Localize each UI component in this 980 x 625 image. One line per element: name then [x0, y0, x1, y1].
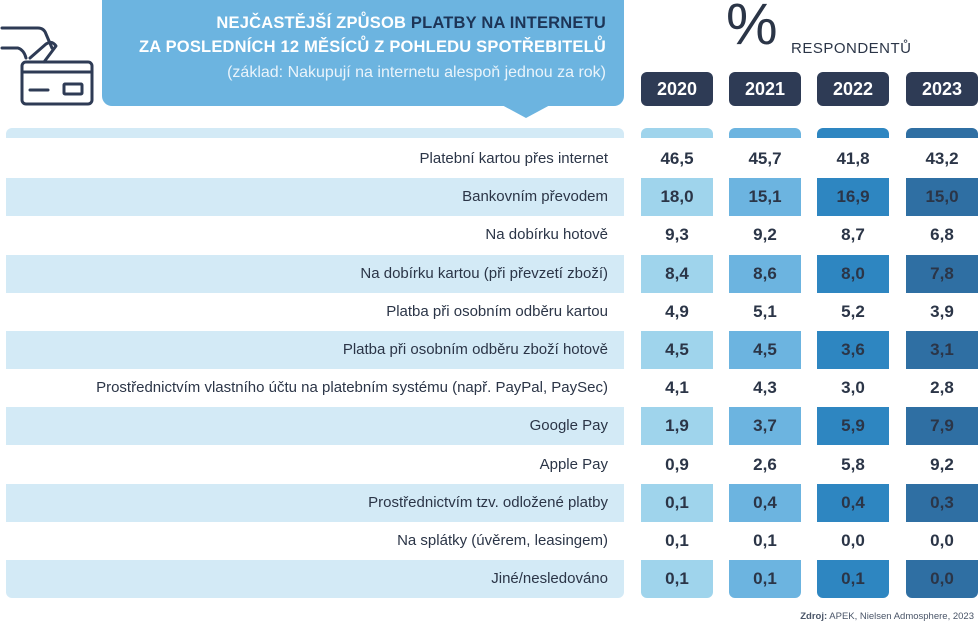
credit-card-hand-icon — [0, 14, 100, 114]
cell-2023: 9,2 — [930, 454, 954, 474]
row-label: Na dobírku kartou (při převzetí zboží) — [360, 264, 608, 282]
cell-2020: 4,5 — [641, 331, 713, 369]
table-row: Na splátky (úvěrem, leasingem) 0,1 0,1 0,0 0… — [6, 522, 980, 560]
table-row: Apple Pay 0,9 2,6 5,8 9,2 — [6, 446, 980, 484]
cell-2021: 3,7 — [729, 407, 801, 446]
percent-symbol: % — [726, 0, 778, 57]
cell-2020: 0,1 — [665, 531, 689, 550]
title-line-2: ZA POSLEDNÍCH 12 MĚSÍCŮ Z POHLEDU SPOTŘE… — [139, 38, 606, 56]
row-label: Prostřednictvím tzv. odložené platby — [368, 493, 608, 511]
table-row: Prostřednictvím tzv. odložené platby 0,1 0… — [6, 483, 980, 522]
cell-2023: 15,0 — [906, 178, 978, 217]
table-row: Na dobírku hotově 9,3 9,2 8,7 6,8 — [6, 216, 980, 254]
year-header-2021: 2021 — [729, 72, 801, 106]
cell-2020: 9,3 — [665, 225, 689, 245]
cell-2020: 18,0 — [641, 178, 713, 217]
cell-2021: 5,1 — [753, 301, 777, 321]
row-label: Na splátky (úvěrem, leasingem) — [397, 532, 608, 549]
cell-2021: 8,6 — [729, 254, 801, 293]
row-label: Na dobírku hotově — [485, 226, 608, 244]
column-header-band-2020 — [641, 128, 713, 138]
row-band — [6, 483, 624, 522]
row-band — [6, 560, 624, 599]
row-label: Platební kartou přes internet — [419, 150, 608, 167]
cell-2022: 5,9 — [817, 407, 889, 446]
cell-2022: 3,6 — [817, 331, 889, 369]
cell-2021: 4,3 — [753, 378, 777, 398]
source-note: Zdroj: APEK, Nielsen Admosphere, 2023 — [800, 611, 974, 622]
cell-2022: 5,8 — [841, 454, 865, 474]
title-line-1: NEJČASTĚJŠÍ ZPŮSOB PLATBY NA INTERNETU — [216, 14, 606, 32]
row-label: Google Pay — [529, 417, 608, 435]
cell-2022: 41,8 — [836, 149, 870, 168]
cell-2022: 8,0 — [817, 254, 889, 293]
table-row: Bankovním převodem 18,0 15,1 16,9 15,0 — [6, 178, 980, 217]
row-label: Apple Pay — [539, 455, 608, 473]
table-row: Platba při osobním odběru kartou 4,9 5,1 5,… — [6, 293, 980, 331]
cell-2023: 0,0 — [906, 560, 978, 599]
cell-2021: 9,2 — [753, 225, 777, 245]
cell-2022: 0,4 — [817, 483, 889, 522]
title-subtitle: (základ: Nakupují na internetu alespoň j… — [227, 64, 606, 81]
cell-2023: 7,9 — [906, 407, 978, 446]
row-label: Prostřednictvím vlastního účtu na plateb… — [96, 379, 608, 397]
cell-2021: 0,1 — [753, 531, 777, 550]
column-header-band-2022 — [817, 128, 889, 138]
row-band — [6, 254, 624, 293]
cell-2022: 16,9 — [817, 178, 889, 217]
cell-2023: 6,8 — [930, 225, 954, 245]
cell-2023: 7,8 — [906, 254, 978, 293]
cell-2023: 3,1 — [906, 331, 978, 369]
cell-2021: 15,1 — [729, 178, 801, 217]
row-band — [6, 407, 624, 446]
table-row: Na dobírku kartou (při převzetí zboží) 8,… — [6, 254, 980, 293]
cell-2020: 46,5 — [660, 149, 694, 168]
year-header-2023: 2023 — [906, 72, 978, 106]
cell-2021: 0,1 — [729, 560, 801, 599]
cell-2020: 4,9 — [665, 301, 689, 321]
year-header-2022: 2022 — [817, 72, 889, 106]
cell-2023: 3,9 — [930, 301, 954, 321]
table-row: Jiné/nesledováno 0,1 0,1 0,1 0,0 — [6, 560, 980, 599]
cell-2023: 0,0 — [930, 531, 954, 550]
cell-2022: 0,1 — [817, 560, 889, 599]
cell-2020: 0,1 — [641, 560, 713, 599]
row-label: Jiné/nesledováno — [491, 570, 608, 588]
table-row: Prostřednictvím vlastního účtu na plateb… — [6, 369, 980, 407]
title-pointer — [500, 104, 552, 118]
cell-2020: 1,9 — [641, 407, 713, 446]
table-row: Google Pay 1,9 3,7 5,9 7,9 — [6, 407, 980, 446]
unit-label: RESPONDENTŮ — [791, 40, 912, 57]
cell-2022: 5,2 — [841, 301, 865, 321]
cell-2023: 0,3 — [906, 483, 978, 522]
table-row: Platební kartou přes internet 46,5 45,7 41,… — [6, 140, 980, 178]
row-band — [6, 331, 624, 369]
row-label: Bankovním převodem — [462, 188, 608, 206]
column-header-band-2023 — [906, 128, 978, 138]
row-band — [6, 178, 624, 217]
row-label: Platba při osobním odběru zboží hotově — [342, 341, 608, 358]
cell-2023: 2,8 — [930, 378, 954, 398]
year-header-2020: 2020 — [641, 72, 713, 106]
cell-2020: 4,1 — [665, 378, 689, 398]
cell-2022: 0,0 — [841, 531, 865, 550]
cell-2022: 8,7 — [841, 225, 865, 245]
column-header-band-2021 — [729, 128, 801, 138]
cell-2020: 0,1 — [641, 483, 713, 522]
cell-2021: 45,7 — [748, 149, 782, 168]
cell-2021: 2,6 — [753, 454, 777, 474]
cell-2021: 0,4 — [729, 483, 801, 522]
table-row: Platba při osobním odběru zboží hotově 4,… — [6, 331, 980, 369]
label-column-header-band — [6, 128, 624, 138]
cell-2023: 43,2 — [925, 149, 959, 168]
cell-2021: 4,5 — [729, 331, 801, 369]
row-label: Platba při osobním odběru kartou — [386, 302, 608, 320]
cell-2020: 0,9 — [665, 454, 689, 474]
cell-2020: 8,4 — [641, 254, 713, 293]
cell-2022: 3,0 — [841, 378, 865, 398]
chart-title: NEJČASTĚJŠÍ ZPŮSOB PLATBY NA INTERNETU Z… — [102, 0, 624, 106]
